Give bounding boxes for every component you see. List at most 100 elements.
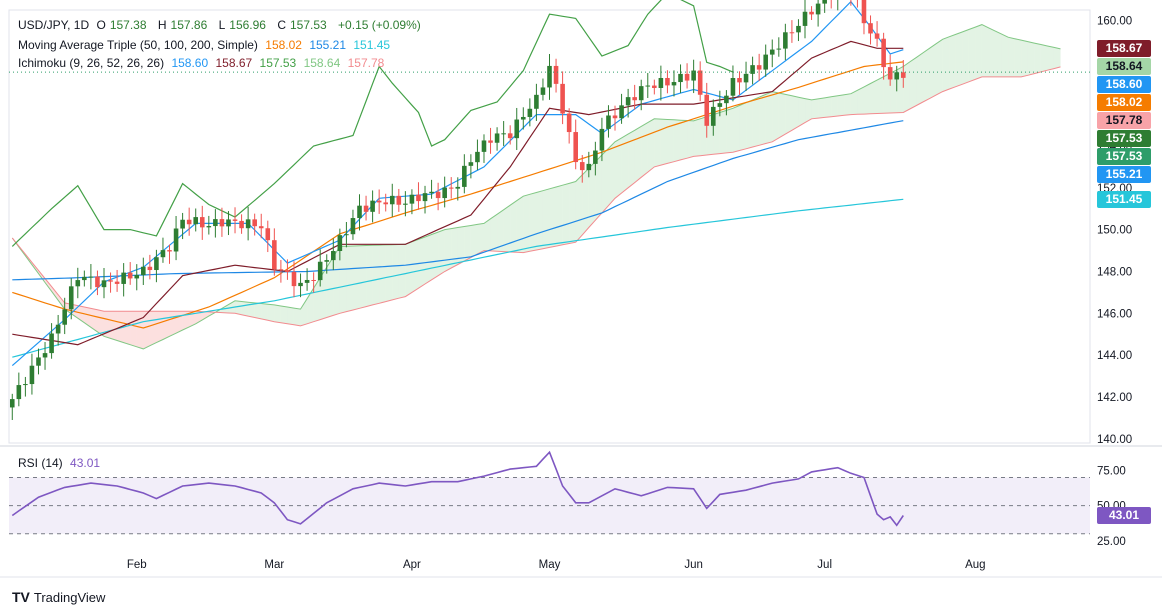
candle-body (763, 54, 768, 70)
candle-body (638, 86, 644, 101)
time-tick-label: Mar (264, 559, 284, 571)
candle-body (265, 228, 271, 241)
candle-body (822, 0, 827, 4)
time-tick-label: Jun (684, 559, 703, 571)
candle-body (599, 128, 605, 151)
time-tick-label: Apr (403, 559, 421, 571)
candle-body (475, 151, 480, 163)
ichimoku-cloud-segment (470, 224, 478, 258)
price-tick-label: 148.00 (1097, 266, 1132, 278)
candle-body (717, 103, 723, 107)
price-badge: 157.53 (1097, 148, 1151, 166)
low-label: L (218, 18, 226, 32)
candle-body (304, 279, 310, 283)
change-value: +0.15 (+0.09%) (338, 18, 421, 32)
ichimoku-cloud-segment (818, 97, 825, 119)
ichimoku-cloud-segment (477, 223, 484, 255)
time-tick-label: May (539, 559, 561, 571)
candle-body (887, 67, 893, 80)
ichimoku-cloud-segment (392, 244, 399, 300)
candle-body (101, 280, 107, 288)
candle-body (796, 25, 801, 33)
ichimoku-cloud-segment (805, 98, 812, 123)
ichimoku-cloud-segment (628, 130, 635, 188)
close-value: 157.53 (290, 18, 327, 32)
candle-body (619, 105, 624, 119)
price-badge: 157.78 (1097, 112, 1151, 130)
candle-body (900, 72, 906, 78)
close-label: C (277, 18, 286, 32)
ichimoku-cloud-segment (261, 303, 268, 321)
candle-body (403, 203, 408, 205)
ma-legend[interactable]: Moving Average Triple (50, 100, 200, Sim… (18, 37, 394, 53)
ichimoku-spanb-value: 157.78 (347, 56, 385, 70)
candle-body (127, 272, 133, 279)
ichimoku-cloud-segment (287, 307, 294, 325)
ichimoku-cloud-segment (254, 302, 262, 319)
ichimoku-cloud-segment (235, 300, 242, 315)
candle-body (272, 240, 277, 270)
candle-body (331, 251, 336, 261)
candle-body (42, 353, 48, 358)
candle-body (697, 70, 703, 95)
candle-body (324, 260, 330, 262)
main-pane-frame (8, 9, 1091, 444)
candle-body (75, 280, 81, 287)
ichimoku-cloud-segment (1001, 34, 1009, 77)
candle-body (684, 73, 690, 81)
ma100-value: 155.21 (309, 38, 347, 52)
ichimoku-cloud-segment (431, 232, 439, 280)
candle-body (370, 200, 375, 212)
ichimoku-cloud-segment (248, 302, 255, 318)
candle-body (186, 219, 192, 225)
ichimoku-cloud-segment (1040, 44, 1048, 72)
rsi-legend[interactable]: RSI (14) 43.01 (18, 455, 104, 471)
ichimoku-cloud-segment (326, 256, 334, 318)
candle-body (108, 280, 113, 282)
footer-brand[interactable]: TV TradingView (12, 589, 105, 605)
candle-body (121, 272, 126, 284)
ichimoku-cloud-segment (824, 96, 832, 118)
ichimoku-cloud-segment (582, 168, 589, 235)
ichimoku-cloud-segment (942, 36, 950, 92)
candle-body (527, 108, 533, 117)
ichimoku-cloud-segment (149, 311, 157, 346)
price-badge: 158.67 (1097, 40, 1151, 58)
ichimoku-cloud-segment (372, 245, 380, 305)
ichimoku-span-b-line (11, 66, 1061, 327)
ichimoku-cloud-segment (680, 120, 688, 160)
ichimoku-cloud-segment (346, 245, 353, 312)
ichimoku-cloud-segment (641, 122, 648, 178)
candle-body (291, 271, 297, 287)
ichimoku-cloud-segment (176, 311, 183, 334)
ichimoku-cloud-segment (58, 294, 65, 310)
time-tick-label: Jul (817, 559, 832, 571)
ichimoku-cloud-segment (267, 304, 275, 322)
ichimoku-cloud-segment (693, 118, 701, 157)
ichimoku-cloud-segment (936, 39, 943, 96)
ichimoku-cloud-segment (510, 200, 517, 253)
candle-body (376, 200, 382, 203)
ichimoku-cloud-segment (687, 120, 694, 159)
ichimoku-cloud-segment (562, 183, 570, 245)
symbol-label[interactable]: USD/JPY, 1D (18, 18, 90, 32)
candle-body (36, 357, 41, 366)
candle-body (147, 266, 153, 271)
candle-body (612, 115, 618, 119)
ichimoku-cloud-segment (588, 161, 596, 228)
ichimoku-cloud-segment (123, 311, 131, 345)
ichimoku-cloud-segment (169, 311, 177, 337)
candle-body (435, 191, 441, 199)
candle-body (579, 162, 585, 171)
ichimoku-cloud-segment (1027, 41, 1035, 76)
candle-body (756, 65, 762, 70)
candle-body (507, 133, 513, 139)
price-tick-label: 142.00 (1097, 392, 1132, 404)
ichimoku-legend[interactable]: Ichimoku (9, 26, 52, 26, 26) 158.60 158.… (18, 55, 388, 71)
ichimoku-cloud-segment (425, 234, 432, 285)
ichimoku-cloud-segment (366, 245, 373, 307)
ichimoku-cloud-segment (136, 311, 144, 349)
ichimoku-cloud-segment (1014, 38, 1022, 77)
candle-body (724, 95, 729, 104)
